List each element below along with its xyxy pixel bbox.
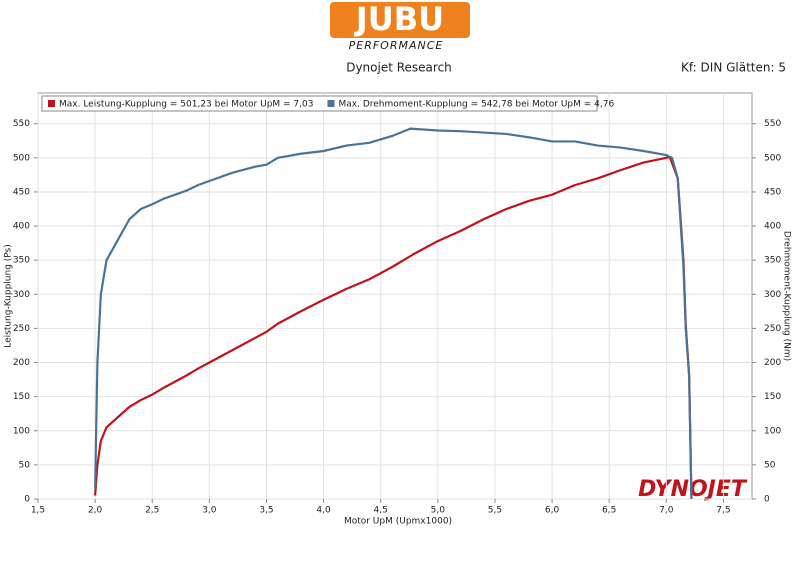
x-tick-label: 2,5 — [145, 506, 159, 516]
data-line — [94, 155, 693, 500]
y-tick-label: 50 — [19, 460, 31, 470]
y-tick-label: 500 — [13, 153, 30, 163]
x-tick-label: 3,0 — [202, 506, 217, 516]
x-tick-label: 2,0 — [88, 506, 103, 516]
y2-tick-label: 250 — [764, 324, 781, 334]
legend-swatch — [48, 100, 55, 107]
logo-subtitle: PERFORMANCE — [349, 39, 444, 52]
y-axis-label: Leistung-Kupplung (Ps) — [4, 244, 14, 348]
logo-box — [330, 2, 470, 38]
plot-area — [37, 92, 753, 500]
x-axis-label: Motor UpM (Upmx1000) — [344, 517, 452, 527]
y2-tick-label: 350 — [764, 256, 781, 266]
y2-tick-label: 500 — [764, 153, 781, 163]
x-tick-label: 6,5 — [602, 506, 616, 516]
y-tick-label: 400 — [13, 222, 30, 232]
y2-tick-label: 100 — [764, 426, 781, 436]
x-tick-label: 6,0 — [545, 506, 560, 516]
y-tick-label: 350 — [13, 256, 30, 266]
y-tick-label: 300 — [13, 290, 30, 300]
y-tick-label: 100 — [13, 426, 30, 436]
legend-label: Max. Drehmoment-Kupplung = 542,78 bei Mo… — [338, 100, 614, 110]
y2-tick-label: 450 — [764, 187, 781, 197]
y-tick-label: 450 — [13, 187, 30, 197]
x-tick-label: 7,0 — [659, 506, 674, 516]
watermark: DYNOJET — [638, 477, 748, 502]
y-tick-label: 200 — [13, 358, 30, 368]
data-line — [94, 127, 693, 500]
y-tick-label: 150 — [13, 392, 30, 402]
x-tick-label: 4,5 — [374, 506, 388, 516]
x-tick-label: 5,0 — [431, 506, 446, 516]
y2-axis-label: Drehmoment-Kupplung (Nm) — [782, 231, 792, 361]
legend-label: Max. Leistung-Kupplung = 501,23 bei Moto… — [59, 100, 313, 110]
x-tick-label: 4,0 — [316, 506, 331, 516]
subtitle: Dynojet Research — [346, 61, 452, 75]
legend-swatch — [327, 100, 335, 107]
y-tick-label: 550 — [13, 119, 30, 129]
y2-tick-label: 0 — [764, 495, 770, 505]
x-tick-label: 3,5 — [259, 506, 273, 516]
logo: JUBU — [354, 0, 444, 38]
y-tick-label: 250 — [13, 324, 30, 334]
settings: Kf: DIN Glätten: 5 — [681, 61, 786, 75]
x-tick-label: 1,5 — [31, 506, 45, 516]
y2-tick-label: 550 — [764, 119, 781, 129]
y2-tick-label: 400 — [764, 222, 781, 232]
y2-tick-label: 300 — [764, 290, 781, 300]
legend-box — [41, 95, 598, 112]
y2-tick-label: 200 — [764, 358, 781, 368]
y2-tick-label: 150 — [764, 392, 781, 402]
y2-tick-label: 50 — [764, 460, 776, 470]
x-tick-label: 5,5 — [488, 506, 502, 516]
y-tick-label: 0 — [24, 495, 30, 505]
x-tick-label: 7,5 — [716, 506, 730, 516]
